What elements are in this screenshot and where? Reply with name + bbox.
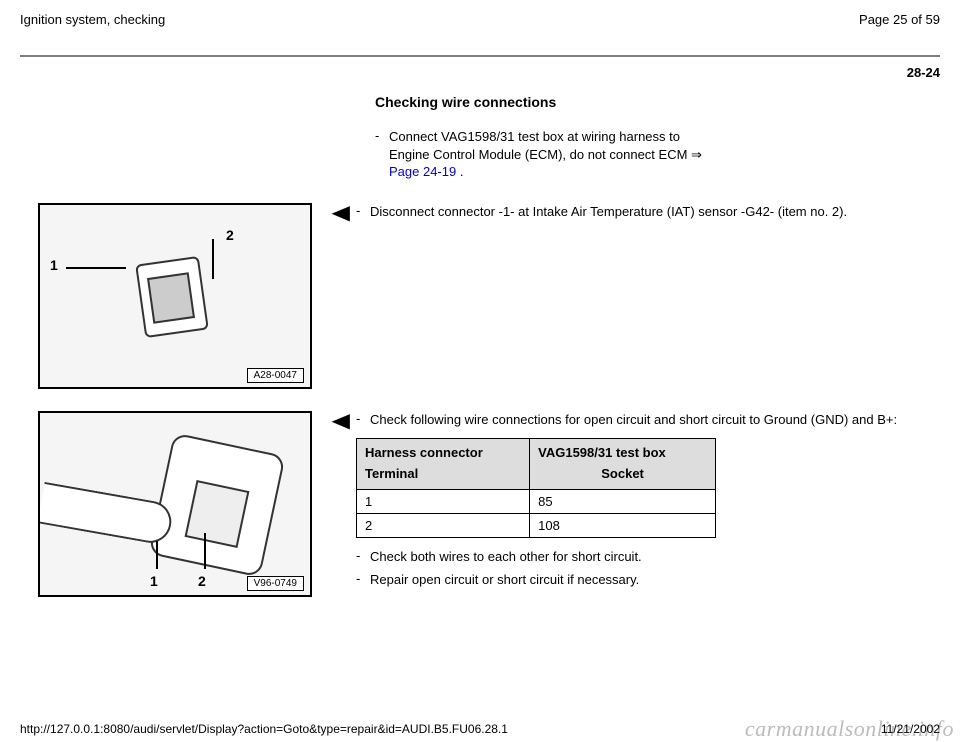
bullet-dash: -: [375, 128, 389, 181]
block1-text-col: - Disconnect connector -1- at Intake Air…: [356, 203, 940, 225]
footer-date: 11/21/2002: [881, 722, 940, 736]
figure2-caption: V96-0749: [247, 576, 304, 591]
intro-bullet-post: .: [456, 164, 463, 179]
section-subtitle: Checking wire connections: [375, 94, 940, 110]
table-cell: 85: [530, 489, 716, 513]
block1-bullet: Disconnect connector -1- at Intake Air T…: [370, 203, 930, 221]
block2-bullet-bot: Repair open circuit or short circuit if …: [370, 571, 930, 589]
content-block-1: 1 2 A28-0047 ◀ - Disconnect connector -1…: [20, 203, 940, 389]
block2-text-col: - Check following wire connections for o…: [356, 411, 940, 593]
figure1-label-1: 1: [50, 257, 58, 273]
intro-bullet-block: - Connect VAG1598/31 test box at wiring …: [375, 128, 940, 181]
th-col2-line2: Socket: [538, 464, 707, 485]
bullet-dash: -: [356, 548, 370, 566]
header-row: Ignition system, checking Page 25 of 59: [20, 12, 940, 27]
table-cell: 2: [357, 513, 530, 537]
page: Ignition system, checking Page 25 of 59 …: [0, 0, 960, 742]
pointer-arrow-1: ◀: [312, 203, 356, 224]
bullet-dash: -: [356, 571, 370, 589]
figure-1: 1 2 A28-0047: [38, 203, 312, 389]
table-row: 2 108: [357, 513, 716, 537]
table-cell: 108: [530, 513, 716, 537]
th-col1-line1: Harness connector: [365, 443, 521, 464]
doc-title: Ignition system, checking: [20, 12, 165, 27]
block2-bullet-top: Check following wire connections for ope…: [370, 411, 930, 429]
figure2-label-1: 1: [150, 573, 158, 589]
intro-bullet-text: Connect VAG1598/31 test box at wiring ha…: [389, 128, 709, 181]
section-number: 28-24: [20, 65, 940, 80]
table-cell: 1: [357, 489, 530, 513]
block2-bullet-mid: Check both wires to each other for short…: [370, 548, 930, 566]
header-divider: [20, 55, 940, 57]
table-header-col1: Harness connector Terminal: [357, 439, 530, 490]
content-block-2: 1 2 V96-0749 ◀ - Check following wire co…: [20, 411, 940, 597]
bullet-dash: -: [356, 411, 370, 429]
figure1-label-2: 2: [226, 227, 234, 243]
arrow-glyph-inline: ⇒: [691, 147, 702, 162]
footer-url: http://127.0.0.1:8080/audi/servlet/Displ…: [20, 722, 508, 736]
figure-2: 1 2 V96-0749: [38, 411, 312, 597]
th-col1-line2: Terminal: [365, 464, 521, 485]
page-link[interactable]: Page 24-19: [389, 164, 456, 179]
intro-bullet-pre: Connect VAG1598/31 test box at wiring ha…: [389, 129, 691, 162]
table-row: 1 85: [357, 489, 716, 513]
page-indicator: Page 25 of 59: [859, 12, 940, 27]
bullet-dash: -: [356, 203, 370, 221]
wire-connection-table: Harness connector Terminal VAG1598/31 te…: [356, 438, 716, 538]
pointer-arrow-2: ◀: [312, 411, 356, 432]
footer: http://127.0.0.1:8080/audi/servlet/Displ…: [20, 722, 940, 736]
figure1-caption: A28-0047: [247, 368, 304, 383]
th-col2-line1: VAG1598/31 test box: [538, 443, 707, 464]
figure2-label-2: 2: [198, 573, 206, 589]
table-header-col2: VAG1598/31 test box Socket: [530, 439, 716, 490]
